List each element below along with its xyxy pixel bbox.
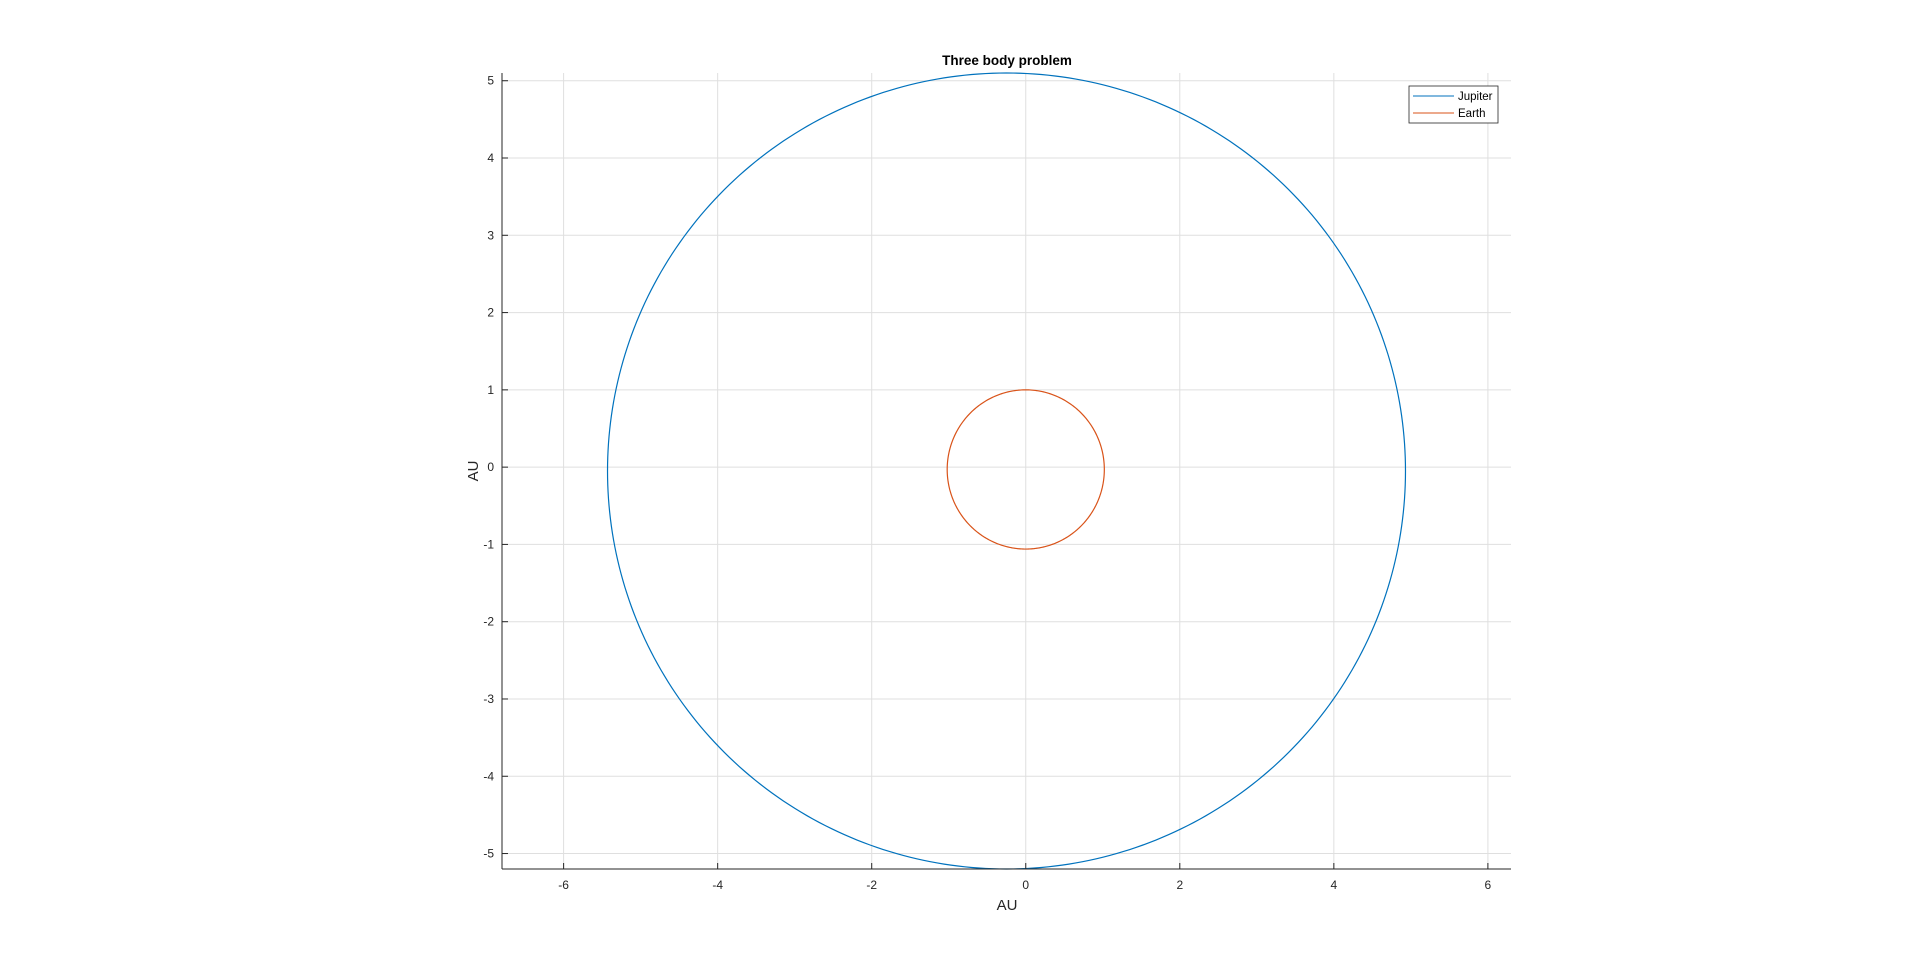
y-tick-label: 5	[487, 74, 494, 88]
legend-box	[1408, 85, 1499, 124]
x-tick-label: -2	[866, 878, 877, 892]
x-tick-label: 0	[1022, 878, 1029, 892]
y-tick-label: -1	[483, 537, 494, 551]
y-tick-label: 2	[487, 306, 494, 320]
y-tick-label: 0	[487, 460, 494, 474]
x-axis-label: AU	[997, 897, 1018, 914]
x-tick-label: -4	[712, 878, 723, 892]
y-tick-label: 1	[487, 383, 494, 397]
axes	[501, 73, 1511, 870]
y-tick-label: -2	[483, 615, 494, 629]
y-tick-label: -3	[483, 692, 494, 706]
y-tick-label: 4	[487, 151, 494, 165]
y-tick-label: -5	[483, 847, 494, 861]
series-layer	[606, 72, 1407, 870]
series-line-jupiter	[606, 72, 1407, 870]
y-tick-label: -4	[483, 769, 494, 783]
x-tick-label: 4	[1331, 878, 1338, 892]
x-tick-label: -6	[558, 878, 569, 892]
y-ticks: -5 -4 -3 -2 -1 0 1 2 3 4 5	[483, 74, 508, 861]
y-axis-label: AU	[465, 461, 482, 482]
legend-label-jupiter: Jupiter	[1458, 91, 1493, 103]
y-tick-label: 3	[487, 228, 494, 242]
legend[interactable]: Jupiter Earth	[1408, 85, 1499, 124]
plot-area	[502, 73, 1511, 869]
x-tick-label: 2	[1176, 878, 1183, 892]
x-tick-label: 6	[1485, 878, 1492, 892]
x-ticks: -6 -4 -2 0 2 4 6	[558, 863, 1492, 892]
grid	[502, 73, 1511, 869]
series-line-earth	[946, 389, 1105, 550]
chart-title: Three body problem	[942, 53, 1072, 68]
legend-label-earth: Earth	[1458, 108, 1486, 120]
